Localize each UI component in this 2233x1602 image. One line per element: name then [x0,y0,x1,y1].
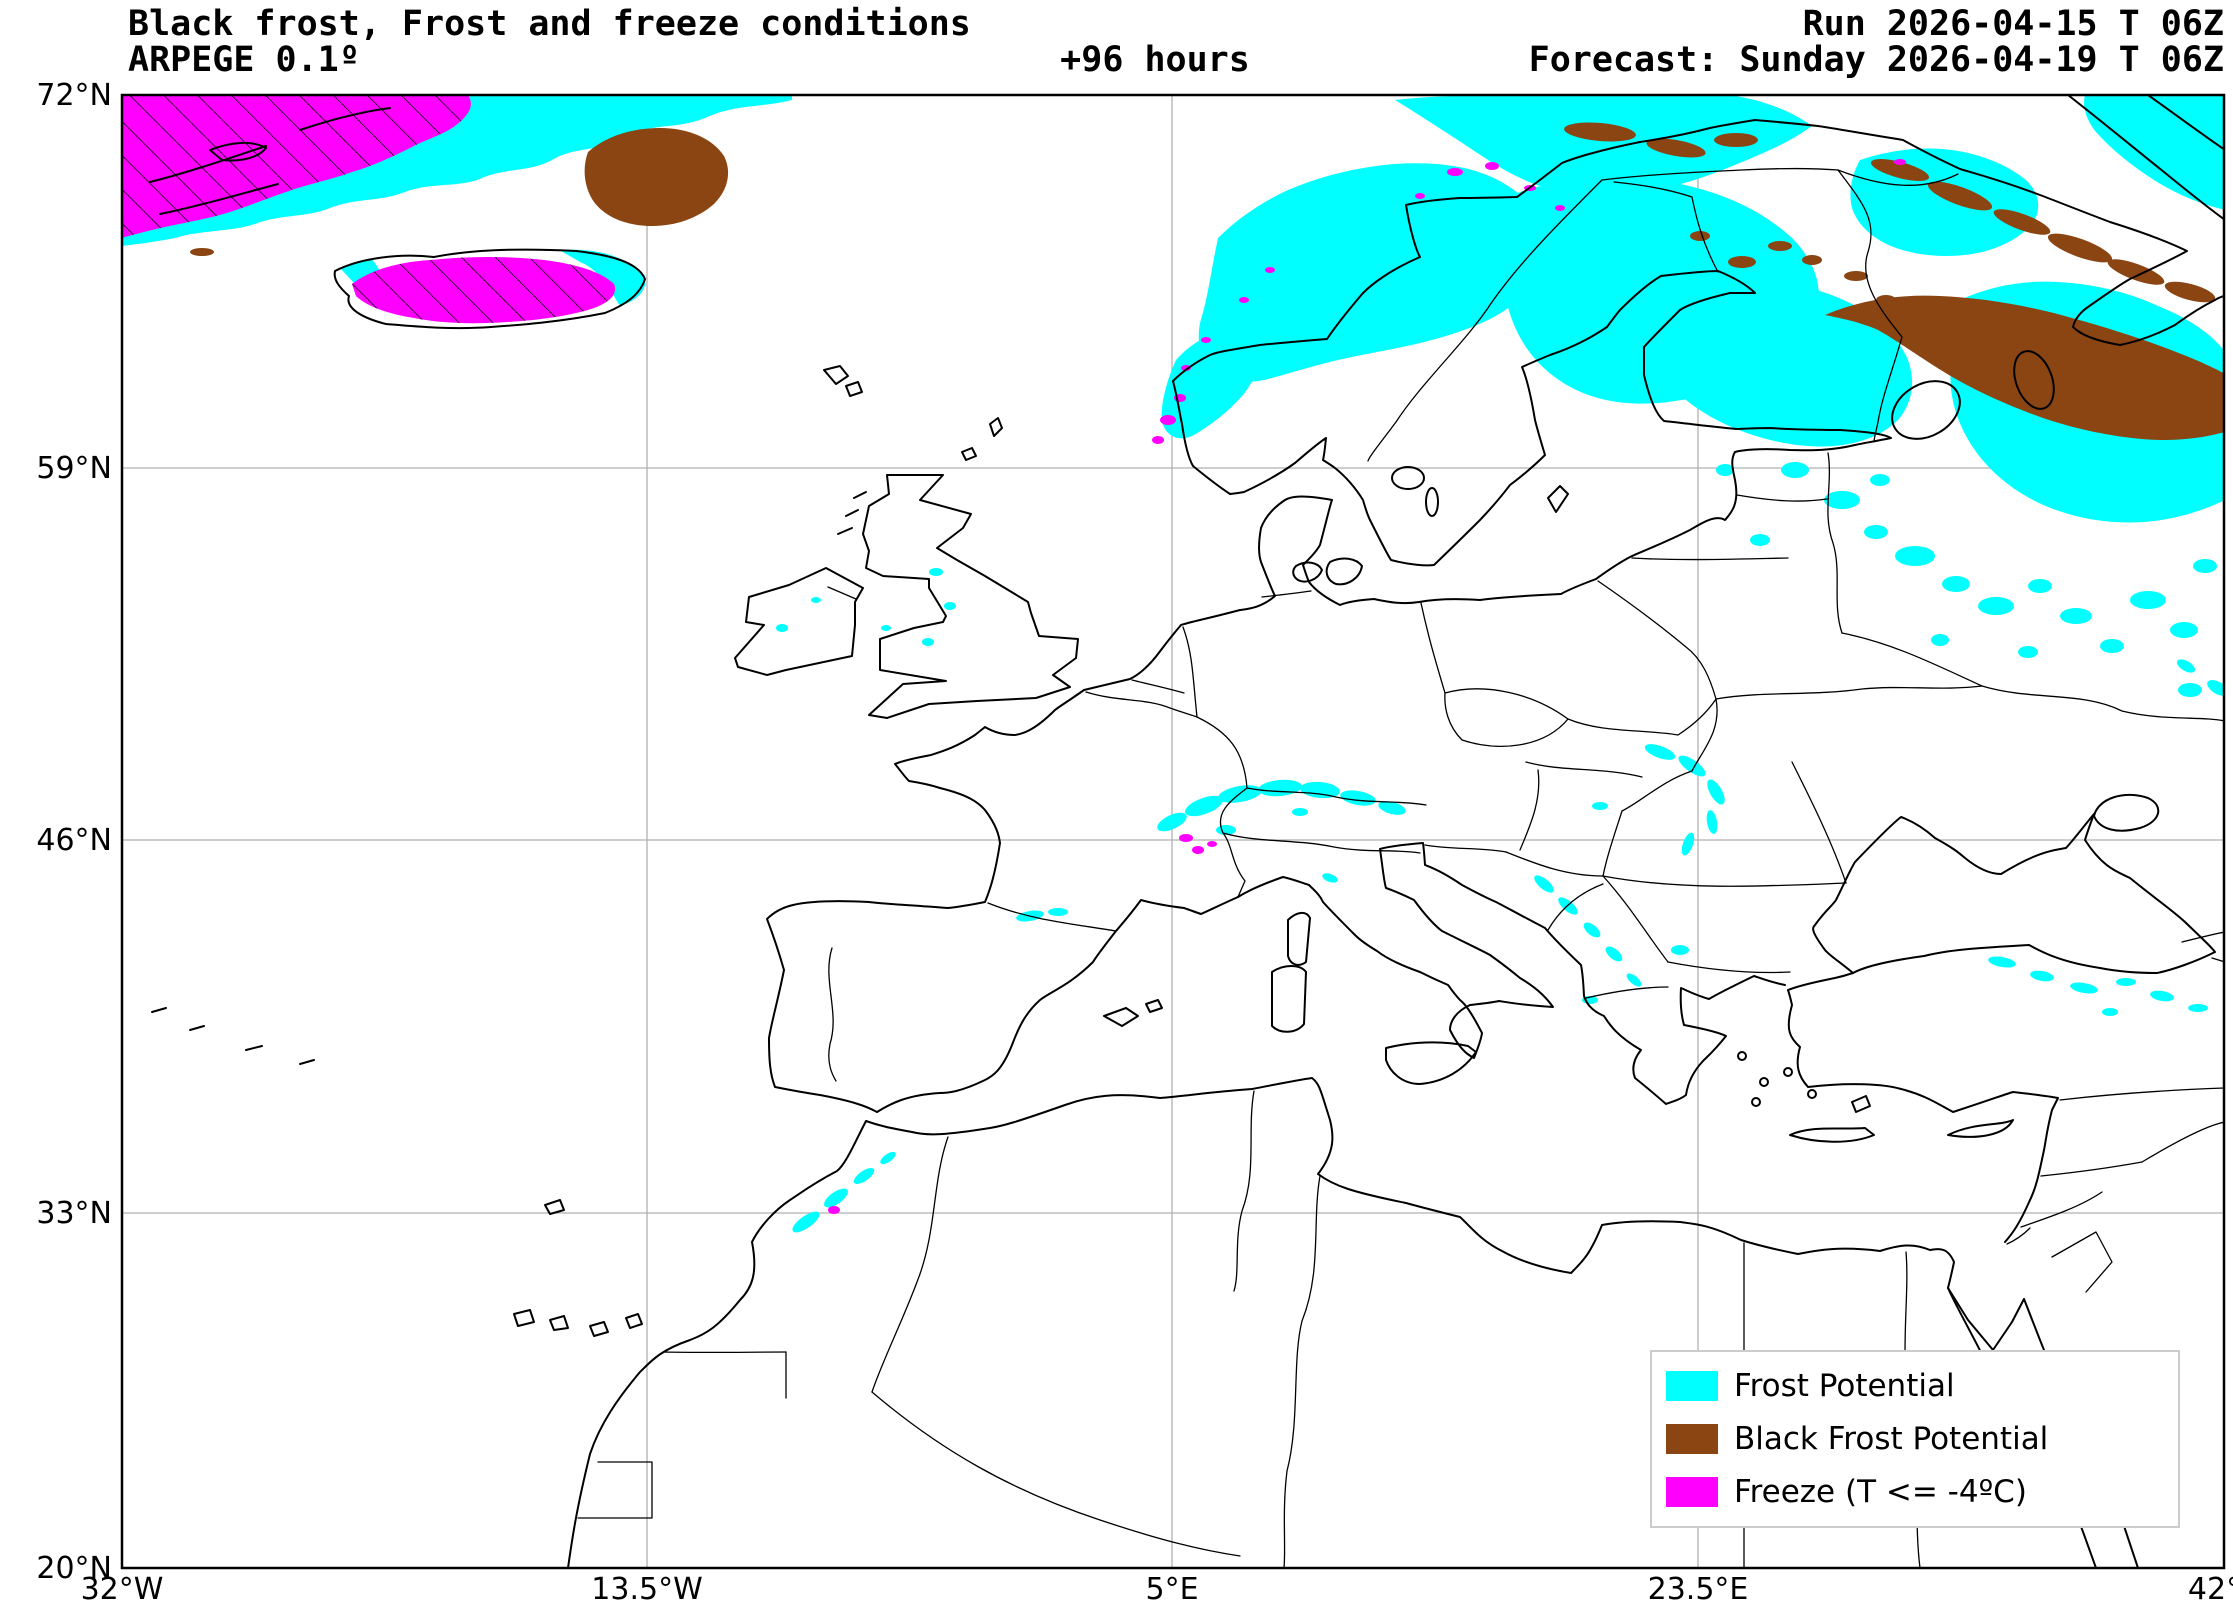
legend-item-black-frost: Black Frost Potential [1666,1421,2164,1457]
black-frost-bothnia-spots [1690,231,1896,305]
legend-label-frost: Frost Potential [1734,1368,1955,1405]
freeze-alps-spots [1179,834,1217,854]
lon-tick-32w: 32°W [80,1572,164,1602]
europe-main-coast [766,119,2224,1113]
frost-finland [1650,280,1913,447]
coastlines [149,95,2224,1568]
legend-item-frost: Frost Potential [1666,1368,2164,1404]
lon-tick-5e: 5°E [1145,1572,1199,1602]
freeze-atlas-spot [828,1206,840,1214]
freeze-swatch-icon [1666,1476,1718,1507]
med-north-coast [876,896,1239,1113]
legend-swatch-frost [1666,1371,1718,1402]
legend-label-freeze: Freeze (T <= -4ºC) [1734,1473,2027,1510]
lat-tick-59n: 59°N [36,451,112,486]
lat-tick-20n: 20°N [36,1551,112,1586]
frost-balkans [1534,875,1689,1004]
iceland-coast [333,248,646,330]
ireland-coast [734,567,864,676]
levant-turkey-coast [1787,972,2059,1243]
frost-swatch-icon [1666,1371,1718,1402]
black-sea-coast [1812,813,2216,974]
black-frost-denmark-strait [584,128,729,226]
lat-tick-33n: 33°N [36,1196,112,1231]
frost-atlas [792,1151,896,1233]
lat-tick-46n: 46°N [36,823,112,858]
black-frost-east-band [1825,295,2224,440]
forecast-label: Forecast: Sunday 2026-04-19 T 06Z [1528,40,2224,80]
africa-coast [567,1077,1955,1568]
legend-item-freeze: Freeze (T <= -4ºC) [1666,1474,2164,1510]
black-frost-swatch-icon [1666,1423,1718,1454]
frost-carpathians [1592,744,1725,856]
black-frost-barents-band [1870,159,2216,303]
lon-tick-23-5e: 23.5°E [1647,1572,1749,1602]
frost-norway-west-coast [1161,329,1259,439]
model-label: ARPEGE 0.1º [128,40,360,80]
black-frost-finnmark-streaks [1564,122,1758,158]
map-legend: Frost Potential Black Frost Potential Fr… [1650,1350,2180,1528]
black-frost-layer [190,122,2224,440]
lon-tick-42e: 42°E [2187,1572,2233,1602]
legend-label-black-frost: Black Frost Potential [1734,1420,2049,1457]
run-label: Run 2026-04-15 T 06Z [1802,4,2224,44]
legend-swatch-freeze [1666,1476,1718,1507]
frost-scatter-east-europe [1716,462,2217,697]
frost-anatolia-caucasus [1988,659,2224,1016]
frost-norwegian-spine [1198,163,1549,382]
legend-swatch-black-frost [1666,1423,1718,1454]
sea-of-azov [2093,793,2160,832]
frost-british-isles [776,568,956,646]
great-britain-coast [862,474,1079,719]
map-frame [120,93,2226,1570]
map-title: Black frost, Frost and freeze conditions [128,4,971,44]
frost-finnmark [1395,95,1812,196]
lat-tick-72n: 72°N [36,78,112,113]
lon-tick-13-5w: 13.5°W [591,1572,703,1602]
italy-balkans-coast [1237,842,1786,1105]
